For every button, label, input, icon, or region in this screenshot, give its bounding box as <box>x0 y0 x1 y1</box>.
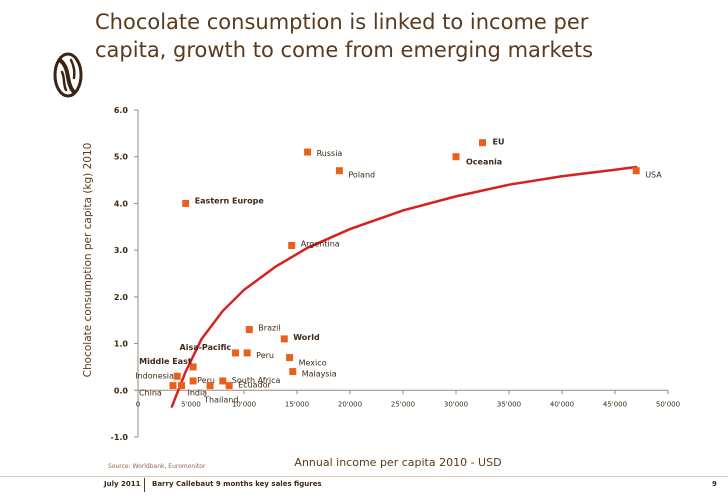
data-point-label: USA <box>645 171 662 180</box>
x-tick-label: 5'000 <box>181 400 201 408</box>
x-tick-label: 40'000 <box>550 400 574 408</box>
y-tick-label: 2.0 <box>114 293 129 302</box>
data-point-label: South Africa <box>232 376 281 385</box>
data-point-label: Thailand <box>203 396 238 405</box>
x-tick-label: 35'000 <box>497 400 521 408</box>
data-point-marker <box>304 148 312 156</box>
data-point-marker <box>335 167 343 175</box>
title-line-2: capita, growth to come from emerging mar… <box>95 38 594 62</box>
data-point-label: Malaysia <box>302 370 337 379</box>
data-point-marker <box>288 241 296 249</box>
data-point-marker <box>452 153 460 161</box>
data-point-label: India <box>187 389 207 398</box>
data-point-label: EU <box>493 138 505 147</box>
y-tick-label: -1.0 <box>111 433 129 442</box>
source-note: Source: Worldbank, Euromonitor <box>108 463 206 470</box>
cocoa-bean-logo-icon <box>53 52 83 98</box>
data-point-label: Mexico <box>299 359 327 368</box>
data-point-label: Indonesia <box>135 371 174 380</box>
data-point-marker <box>219 377 227 385</box>
data-point-label: Argentina <box>301 239 340 248</box>
x-tick-label: 50'000 <box>656 400 680 408</box>
data-point-label: Peru <box>256 351 274 360</box>
data-point-marker <box>289 368 297 376</box>
footer-page-number: 9 <box>712 480 717 488</box>
data-point-marker <box>206 382 214 390</box>
footer-separator <box>144 478 145 492</box>
data-point-label: Ecuador <box>238 381 271 390</box>
data-point-marker <box>173 372 181 380</box>
title-line-1: Chocolate consumption is linked to incom… <box>95 10 589 34</box>
y-tick-label: 1.0 <box>114 340 129 349</box>
x-axis-title: Annual income per capita 2010 - USD <box>294 456 501 469</box>
data-point-marker <box>189 377 197 385</box>
data-point-marker <box>182 199 190 207</box>
x-tick-label: 10'000 <box>232 400 256 408</box>
y-tick-label: 5.0 <box>114 153 129 162</box>
footer-date: July 2011 <box>104 480 141 488</box>
x-tick-label: 0 <box>136 400 140 408</box>
data-point-label: China <box>139 389 162 398</box>
y-tick-label: 4.0 <box>114 199 129 208</box>
data-point-label: Peru <box>197 376 215 385</box>
data-point-marker <box>245 326 253 334</box>
data-point-marker <box>177 382 185 390</box>
page-title: Chocolate consumption is linked to incom… <box>95 8 695 64</box>
data-point-marker <box>286 354 294 362</box>
footer-document-title: Barry Callebaut 9 months key sales figur… <box>152 480 322 488</box>
data-point-marker <box>280 335 288 343</box>
data-point-label: Russia <box>317 149 343 158</box>
data-point-label: Middle East <box>139 357 192 366</box>
data-point-label: Aisa-Pacific <box>180 343 232 352</box>
x-tick-label: 25'000 <box>391 400 415 408</box>
y-axis-title: Chocolate consumption per capita (kg) 20… <box>82 143 94 378</box>
x-tick-label: 20'000 <box>338 400 362 408</box>
data-point-marker <box>479 139 486 147</box>
data-point-marker <box>189 363 197 371</box>
data-point-label: Poland <box>348 171 375 180</box>
footer-divider <box>0 476 728 477</box>
data-point-marker <box>232 349 240 357</box>
data-point-label: World <box>293 333 320 342</box>
x-tick-label: 45'000 <box>603 400 627 408</box>
data-point-marker <box>243 349 251 357</box>
x-tick-label: 30'000 <box>444 400 468 408</box>
data-point-marker <box>225 382 233 390</box>
data-point-label: Brazil <box>258 324 280 333</box>
y-tick-label: 0.0 <box>114 386 129 395</box>
y-tick-label: 3.0 <box>114 246 129 255</box>
x-tick-label: 15'000 <box>285 400 309 408</box>
data-point-marker <box>169 382 177 390</box>
data-point-label: Eastern Europe <box>195 196 265 205</box>
y-tick-label: 6.0 <box>114 106 129 115</box>
data-point-marker <box>632 167 640 175</box>
data-point-label: Oceania <box>466 158 502 167</box>
trend-curve <box>170 165 638 408</box>
